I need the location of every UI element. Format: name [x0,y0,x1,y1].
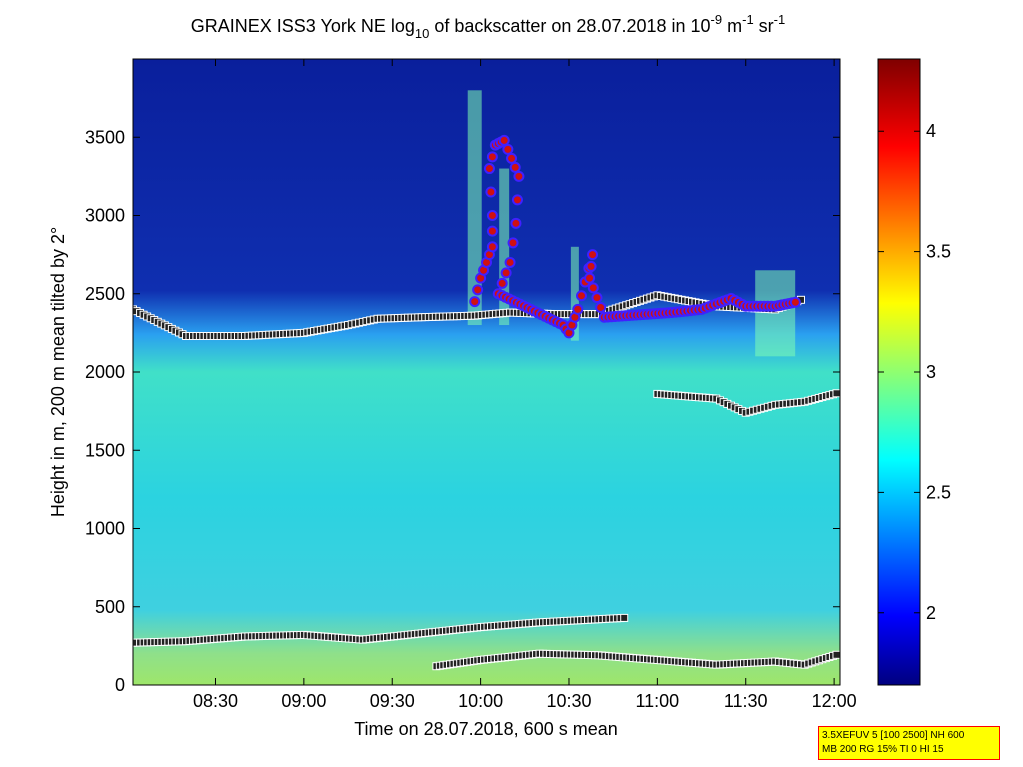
chart-title: GRAINEX ISS3 York NE log10 of backscatte… [191,12,785,41]
y-tick-label: 500 [95,597,125,617]
x-tick-label: 11:30 [724,691,768,711]
cloud-base-marker [483,163,495,175]
cloud-base-marker [500,267,512,279]
cloud-base-marker [486,241,498,253]
cloud-base-marker [472,284,484,296]
colorbar-tick-label: 3 [926,362,936,382]
cloud-base-marker [591,292,603,304]
mixed-layer-marker [620,613,629,622]
cloud-base-marker [511,194,523,206]
y-tick-label: 2500 [85,284,125,304]
cloud-base-marker [498,134,510,146]
cloud-base-marker [485,186,497,198]
colorbar-tick-label: 3.5 [926,242,951,262]
colorbar-tick-label: 2.5 [926,482,951,502]
y-tick-label: 2000 [85,362,125,382]
layer-markers [133,134,840,671]
cloud-base-marker [587,282,599,294]
y-axis: 0 500 1000 1500 2000 2500 3000 3500 [85,127,840,695]
y-tick-label: 3500 [85,127,125,147]
x-tick-label: 10:00 [458,691,503,711]
plume-streak [467,90,482,326]
cloud-base-marker [584,272,596,284]
colorbar-tick-label: 2 [926,603,936,623]
colorbar-ticks: 2 2.5 3 3.5 4 [878,121,951,623]
surface-layer-marker [832,650,840,659]
cloud-base-marker [502,143,514,155]
info-line-1: 3.5XEFUV 5 [100 2500] NH 600 [822,730,965,741]
x-tick-label: 10:30 [546,691,591,711]
plume-streak [499,168,510,326]
cloud-base-marker [587,249,599,261]
colorbar [877,58,921,686]
cloud-base-marker [510,217,522,229]
x-axis-label: Time on 28.07.2018, 600 s mean [354,719,618,739]
cloud-base-marker [469,296,481,308]
plume-streak [570,246,579,341]
cloud-base-marker [507,237,519,249]
cloud-base-marker [509,161,521,173]
cloud-base-marker [572,303,584,315]
cloud-base-marker [789,296,801,308]
cloud-base-marker [486,225,498,237]
cloud-base-marker [595,301,607,313]
x-tick-label: 12:00 [812,691,857,711]
y-tick-label: 1500 [85,440,125,460]
cloud-base-marker [486,210,498,221]
info-line-2: MB 200 RG 15% TI 0 HI 15 [822,744,944,755]
x-axis: 08:30 09:00 09:30 10:00 10:30 11:00 11:30 12:00 [193,59,857,711]
cloud-base-marker [486,151,498,163]
cloud-base-marker [506,152,518,164]
aerosol-plume-streaks [467,90,796,357]
heatmap-field [133,59,840,685]
x-tick-label: 09:30 [370,691,415,711]
colorbar-tick-label: 4 [926,121,936,141]
x-tick-label: 09:00 [281,691,326,711]
cloud-base-marker [576,290,588,302]
processing-info-box: 3.5XEFUV 5 [100 2500] NH 600 MB 200 RG 1… [818,726,1000,760]
x-tick-label: 11:00 [635,691,679,711]
cloud-base-marker [504,256,516,268]
y-tick-label: 0 [115,675,125,695]
y-axis-label: Height in m, 200 m mean tilted by 2° [48,227,68,517]
y-tick-label: 3000 [85,206,125,226]
backscatter-heatmap [133,59,840,685]
cloud-base-marker [513,170,525,182]
x-tick-label: 08:30 [193,691,238,711]
cloud-base-marker [585,260,597,272]
cloud-base-marker [496,277,508,289]
y-tick-label: 1000 [85,519,125,539]
upper-layer-marker [832,389,840,398]
